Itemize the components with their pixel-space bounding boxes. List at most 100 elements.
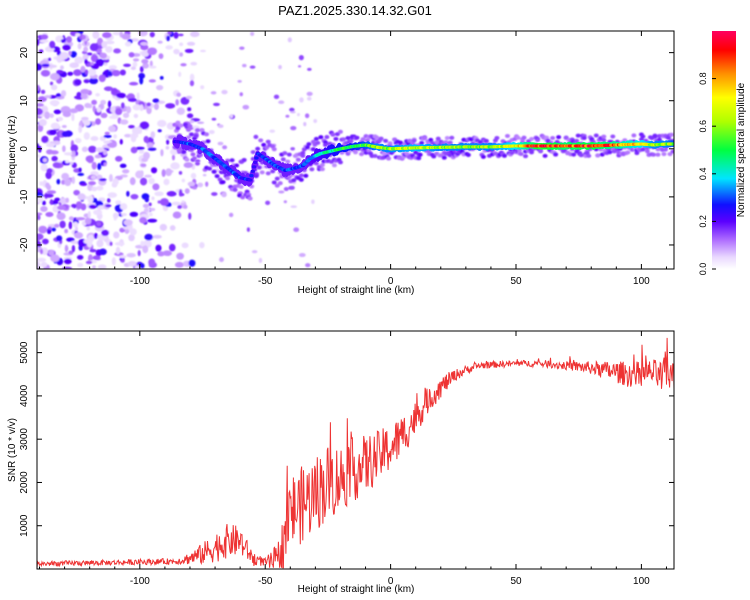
halo-blob	[428, 137, 434, 142]
noise-blob	[38, 225, 48, 234]
noise-blob	[103, 62, 108, 66]
noise-blob	[69, 161, 74, 165]
halo-blob	[465, 152, 471, 157]
halo-blob	[610, 134, 616, 139]
ridge-core	[249, 174, 254, 178]
noise-blob	[181, 200, 185, 204]
noise-blob	[144, 174, 152, 178]
noise-blob	[192, 186, 197, 190]
noise-blob	[169, 148, 178, 156]
noise-blob	[56, 54, 63, 63]
noise-blob	[51, 155, 58, 162]
noise-blob	[89, 43, 99, 52]
noise-blob	[290, 147, 295, 151]
noise-blob	[159, 223, 168, 231]
halo-blob	[283, 187, 289, 192]
noise-blob	[154, 191, 164, 197]
halo-blob	[523, 154, 529, 159]
x-tick-label: 50	[510, 576, 522, 587]
noise-blob	[98, 178, 107, 182]
noise-blob	[84, 69, 89, 75]
noise-blob	[123, 219, 133, 226]
halo-blob	[553, 152, 559, 157]
noise-blob	[97, 264, 107, 269]
halo-blob	[258, 138, 264, 143]
noise-blob	[74, 151, 79, 156]
y-tick-label: -20	[19, 237, 30, 252]
noise-blob	[304, 113, 310, 119]
noise-blob	[136, 92, 140, 100]
y-tick-label: 5000	[19, 341, 30, 364]
ridge-core	[252, 160, 258, 165]
halo-blob	[640, 134, 646, 139]
figure-title: PAZ1.2025.330.14.32.G01	[278, 3, 432, 18]
snr-frame	[36, 330, 675, 570]
halo-blob	[586, 153, 592, 158]
noise-blob	[84, 217, 92, 225]
noise-blob	[113, 231, 120, 239]
noise-blob	[197, 182, 204, 188]
noise-blob	[37, 84, 40, 91]
noise-blob	[68, 250, 74, 255]
noise-blob	[37, 233, 41, 242]
noise-blob	[104, 131, 110, 135]
noise-blob	[181, 178, 186, 183]
noise-blob	[64, 244, 69, 253]
noise-blob	[83, 46, 89, 52]
noise-blob	[128, 81, 139, 86]
noise-blob	[183, 162, 193, 169]
noise-blob	[37, 212, 43, 216]
noise-blob	[213, 102, 220, 107]
noise-blob	[86, 240, 93, 248]
noise-blob	[144, 196, 150, 203]
noise-blob	[132, 104, 142, 111]
halo-blob	[655, 152, 661, 157]
noise-blob	[37, 153, 41, 158]
halo-blob	[330, 132, 336, 137]
noise-blob	[37, 214, 41, 221]
noise-blob	[109, 241, 113, 246]
noise-blob	[96, 239, 104, 248]
noise-blob	[78, 125, 83, 133]
noise-blob	[165, 145, 170, 150]
noise-blob	[139, 217, 147, 224]
halo-blob	[337, 160, 343, 165]
noise-blob	[170, 162, 180, 170]
noise-blob	[166, 138, 170, 145]
noise-blob	[180, 63, 187, 67]
halo-blob	[319, 167, 325, 172]
halo-blob	[494, 135, 500, 140]
spectrogram-marks	[37, 31, 674, 269]
halo-blob	[175, 126, 181, 131]
halo-blob	[529, 137, 535, 142]
halo-blob	[593, 133, 599, 138]
noise-blob	[311, 199, 315, 204]
spectrogram-frame	[36, 30, 675, 270]
noise-blob	[242, 104, 250, 110]
noise-blob	[49, 40, 56, 49]
halo-blob	[354, 135, 360, 140]
halo-blob	[625, 150, 631, 155]
noise-blob	[39, 39, 49, 43]
halo-blob	[667, 152, 673, 157]
noise-blob	[167, 31, 172, 35]
noise-blob	[107, 70, 112, 77]
noise-blob	[74, 137, 82, 144]
noise-blob	[138, 149, 145, 154]
noise-blob	[140, 263, 145, 269]
noise-blob	[148, 258, 156, 267]
noise-blob	[100, 112, 108, 119]
halo-blob	[229, 158, 235, 163]
noise-blob	[169, 225, 176, 231]
noise-blob	[47, 57, 52, 61]
noise-blob	[175, 99, 179, 106]
halo-blob	[441, 155, 447, 160]
halo-blob	[318, 135, 324, 140]
noise-blob	[124, 133, 132, 138]
x-tick-label: 0	[388, 276, 394, 287]
halo-blob	[313, 136, 319, 141]
halo-blob	[176, 148, 182, 153]
noise-blob	[211, 117, 217, 121]
noise-blob	[285, 114, 290, 118]
noise-blob	[115, 246, 121, 255]
